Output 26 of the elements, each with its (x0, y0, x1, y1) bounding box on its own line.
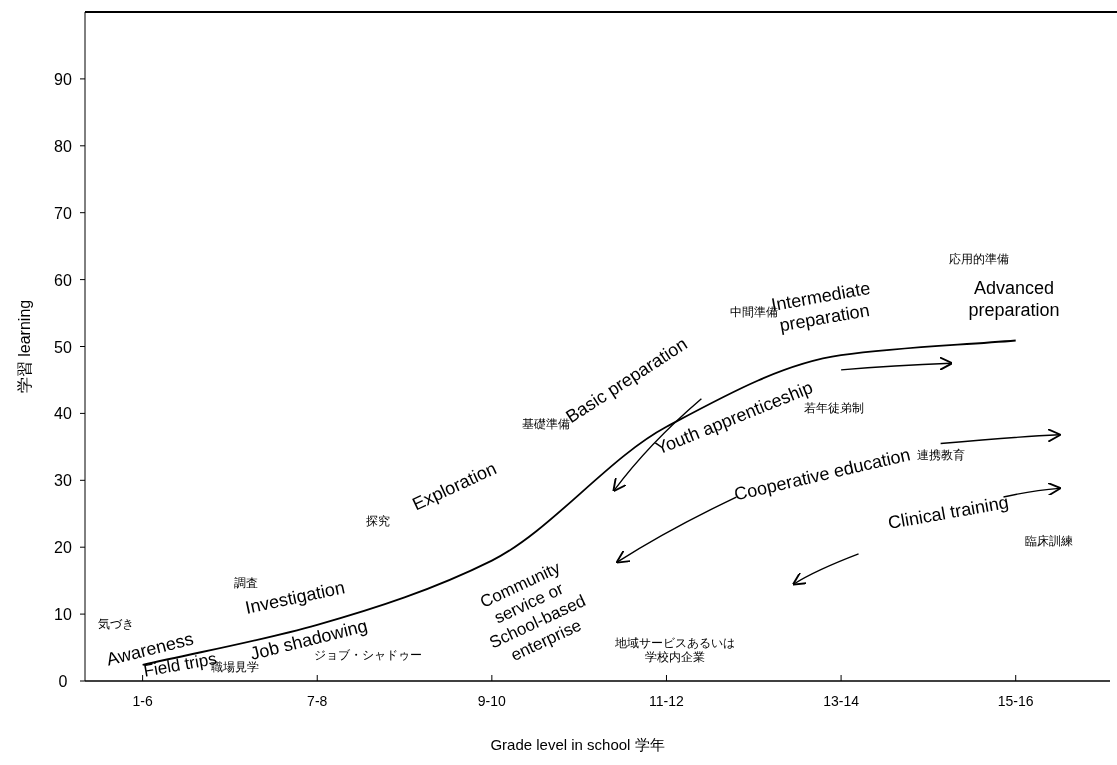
annotation: Advanced preparation (968, 278, 1060, 320)
y-tick-label: 90 (54, 70, 72, 88)
x-tick-label: 13-14 (823, 693, 860, 709)
y-tick-label: 80 (54, 137, 72, 155)
x-axis-title: Grade level in school 学年 (490, 736, 665, 753)
x-tick-label: 1-6 (132, 693, 153, 709)
y-tick-label: 0 (58, 673, 68, 690)
x-tick-label: 15-16 (997, 693, 1034, 709)
annotation: 探究 (366, 514, 391, 529)
annotation: 応用的準備 (949, 251, 1010, 266)
y-tick-label: 30 (54, 472, 72, 490)
y-tick-label: 10 (54, 606, 72, 624)
y-axis-title: 学習 learning (16, 299, 33, 394)
annotation: 地域サービスあるいは学校内企業 (614, 636, 736, 665)
annotation: 臨床訓練 (1024, 533, 1073, 548)
annotation: ジョブ・シャドゥー (313, 647, 422, 662)
annotation: 連携教育 (916, 447, 965, 462)
y-tick-label: 50 (54, 338, 72, 356)
annotation: 気づき (98, 617, 135, 632)
x-tick-label: 9-10 (477, 693, 507, 709)
y-tick-label: 40 (54, 405, 72, 423)
y-tick-label: 60 (54, 271, 72, 289)
x-tick-label: 7-8 (307, 693, 328, 709)
x-tick-label: 11-12 (649, 693, 685, 709)
y-tick-label: 70 (54, 204, 72, 222)
y-tick-label: 20 (54, 539, 72, 557)
